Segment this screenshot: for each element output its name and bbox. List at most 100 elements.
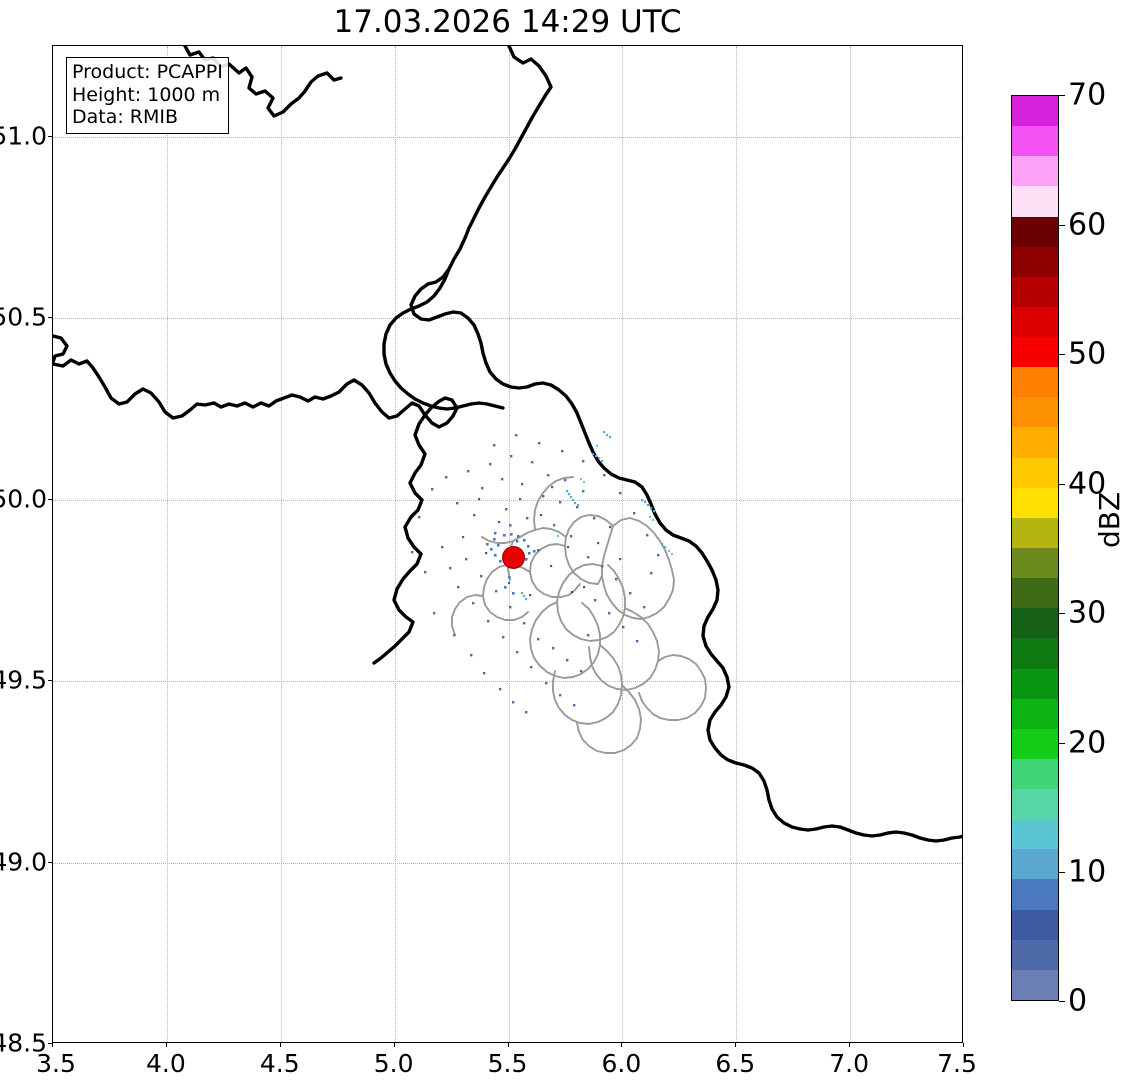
colorbar-band (1012, 276, 1058, 308)
colorbar-band (1012, 126, 1058, 157)
map-plot-area[interactable] (52, 45, 963, 1043)
yaxis-ticklabel: 48.5 (0, 1028, 47, 1058)
info-data-line: Data: RMIB (72, 106, 179, 128)
colorbar-tick (1059, 742, 1065, 744)
colorbar-tick (1059, 224, 1065, 226)
radar-site-marker[interactable] (502, 546, 525, 569)
yaxis-ticklabel: 49.0 (0, 847, 47, 877)
yaxis-tick (48, 317, 52, 319)
colorbar-tick (1059, 483, 1065, 485)
gridline-horizontal (53, 499, 962, 501)
colorbar-band (1012, 397, 1058, 429)
colorbar-tick (1059, 95, 1065, 96)
colorbar-band (1012, 548, 1058, 579)
info-product-line: Product: PCAPPI (72, 61, 223, 83)
colorbar-band (1012, 728, 1058, 760)
xaxis-tick (52, 1043, 53, 1047)
colorbar-band (1012, 698, 1058, 730)
colorbar-band (1012, 578, 1058, 609)
gridline-vertical (736, 46, 738, 1042)
xaxis-ticklabel: 6.5 (715, 1049, 756, 1078)
xaxis-ticklabel: 3.5 (36, 1049, 76, 1078)
colorbar-ticklabel: 20 (1068, 725, 1107, 760)
colorbar-band (1012, 939, 1058, 971)
colorbar-band (1012, 216, 1058, 248)
product-info-box: Product: PCAPPI Height: 1000 m Data: RMI… (66, 57, 229, 134)
colorbar-ticklabel: 50 (1068, 336, 1107, 372)
gridline-horizontal (53, 318, 962, 320)
colorbar-ticklabel: 10 (1068, 854, 1107, 890)
gridline-horizontal (53, 136, 962, 138)
colorbar[interactable] (1011, 95, 1059, 1001)
xaxis-ticklabel: 7.0 (829, 1049, 870, 1078)
map-clip (53, 46, 962, 1042)
xaxis-tick (963, 1043, 964, 1047)
colorbar-axis-label: dBZ (1093, 491, 1126, 548)
colorbar-band (1012, 487, 1058, 519)
gridline-vertical (280, 46, 282, 1042)
colorbar-ticklabel: 60 (1068, 207, 1107, 242)
colorbar-tick (1059, 354, 1065, 355)
colorbar-band (1012, 608, 1058, 640)
colorbar-band (1012, 969, 1058, 1000)
gridline-vertical (508, 46, 510, 1042)
colorbar-band (1012, 849, 1058, 881)
colorbar-band (1012, 789, 1058, 820)
gridline-horizontal (53, 681, 962, 683)
colorbar-band (1012, 517, 1058, 549)
yaxis-tick (48, 1043, 52, 1044)
xaxis-tick (393, 1043, 395, 1047)
country-borders (53, 46, 962, 843)
colorbar-band (1012, 186, 1058, 218)
colorbar-band (1012, 367, 1058, 399)
gridline-vertical (394, 46, 396, 1042)
colorbar-band (1012, 246, 1058, 278)
xaxis-tick (621, 1043, 623, 1047)
gridline-vertical (166, 46, 168, 1042)
xaxis-tick (279, 1043, 281, 1047)
yaxis-ticklabel: 49.5 (0, 665, 47, 695)
subregion-borders (451, 476, 707, 754)
yaxis-tick (48, 498, 52, 500)
colorbar-band (1012, 337, 1058, 368)
gridline-vertical (850, 46, 852, 1042)
xaxis-tick (735, 1043, 737, 1047)
xaxis-ticklabel: 4.0 (145, 1049, 186, 1078)
xaxis-tick (165, 1043, 167, 1047)
colorbar-ticklabel: 40 (1068, 466, 1107, 501)
colorbar-ticklabel: 70 (1068, 77, 1107, 113)
gridline-vertical (622, 46, 624, 1042)
xaxis-tick (507, 1043, 509, 1047)
xaxis-tick (849, 1043, 851, 1047)
yaxis-tick (48, 680, 52, 682)
xaxis-ticklabel: 4.5 (259, 1049, 300, 1078)
info-height-line: Height: 1000 m (72, 83, 221, 106)
colorbar-band (1012, 758, 1058, 790)
xaxis-ticklabel: 6.0 (601, 1049, 642, 1078)
radar-echo-field (411, 431, 673, 714)
colorbar-band (1012, 909, 1058, 941)
colorbar-ticklabel: 0 (1068, 983, 1088, 1019)
colorbar-tick (1059, 613, 1065, 614)
yaxis-ticklabel: 50.5 (0, 302, 47, 332)
colorbar-band (1012, 668, 1058, 700)
colorbar-band (1012, 457, 1058, 489)
colorbar-band (1012, 819, 1058, 851)
colorbar-band (1012, 96, 1058, 127)
colorbar-tick (1059, 1001, 1065, 1002)
yaxis-tick (48, 135, 52, 137)
xaxis-ticklabel: 5.0 (373, 1049, 414, 1078)
map-geometry (53, 46, 962, 843)
page-title: 17.03.2026 14:29 UTC (333, 4, 682, 40)
xaxis-ticklabel: 7.5 (937, 1049, 977, 1078)
colorbar-band (1012, 879, 1058, 911)
yaxis-ticklabel: 50.0 (0, 484, 47, 514)
colorbar-band (1012, 306, 1058, 338)
yaxis-ticklabel: 51.0 (0, 121, 47, 151)
colorbar-ticklabel: 30 (1068, 595, 1107, 631)
colorbar-band (1012, 427, 1058, 459)
yaxis-tick (48, 861, 52, 863)
colorbar-band (1012, 638, 1058, 670)
gridline-horizontal (53, 862, 962, 864)
